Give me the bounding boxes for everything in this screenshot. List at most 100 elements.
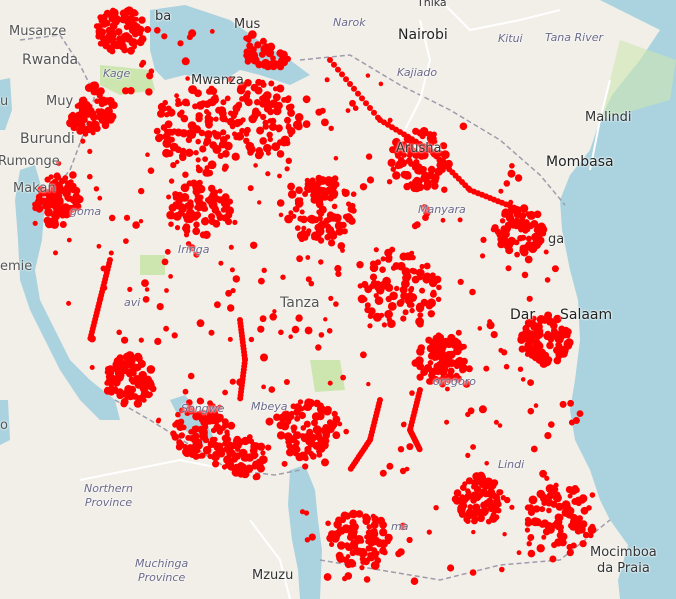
survey-point [182, 443, 188, 450]
survey-point [296, 255, 303, 263]
survey-point [115, 28, 123, 36]
survey-point [328, 295, 334, 301]
survey-point [362, 557, 370, 566]
survey-point [323, 317, 328, 322]
survey-point [284, 214, 293, 224]
survey-point [310, 192, 317, 199]
survey-point [297, 215, 304, 222]
survey-point [164, 248, 171, 255]
survey-point [276, 199, 285, 207]
survey-point [379, 266, 386, 274]
survey-point [280, 421, 290, 431]
survey-point [127, 87, 135, 95]
survey-point [372, 528, 378, 534]
survey-point [281, 412, 290, 421]
survey-point [336, 554, 345, 563]
survey-point [220, 99, 227, 106]
survey-point [488, 487, 494, 493]
survey-point [199, 409, 207, 417]
survey-point [193, 221, 200, 228]
survey-point [290, 424, 298, 432]
survey-point [347, 524, 354, 531]
survey-point [362, 296, 368, 303]
survey-point [340, 511, 349, 520]
survey-point [267, 60, 277, 69]
survey-point [429, 290, 437, 298]
survey-point [211, 129, 217, 135]
survey-point [258, 150, 264, 157]
survey-point [35, 193, 43, 201]
survey-point [128, 385, 137, 394]
label-kigoma: goma [70, 205, 102, 218]
survey-point [332, 415, 341, 424]
label-kagera: Kage [103, 67, 131, 80]
label-narok: Narok [333, 16, 366, 29]
survey-point [192, 227, 201, 236]
label-thika: Thika [417, 0, 447, 9]
survey-point [171, 332, 178, 339]
survey-point [232, 104, 241, 113]
survey-point [329, 541, 335, 548]
survey-point [532, 505, 541, 513]
survey-point [276, 49, 285, 58]
survey-point [457, 217, 463, 223]
survey-point [364, 285, 373, 294]
survey-point [294, 199, 304, 208]
survey-point [546, 525, 555, 534]
survey-point [436, 284, 442, 291]
survey-point [379, 528, 388, 537]
survey-point [235, 132, 244, 141]
survey-point [496, 232, 502, 238]
survey-point [497, 423, 503, 428]
survey-point [471, 484, 477, 490]
survey-point [351, 528, 358, 535]
survey-point [450, 341, 455, 346]
survey-point [295, 186, 303, 194]
survey-point [431, 176, 439, 185]
survey-point [503, 363, 510, 370]
survey-point [329, 183, 337, 192]
survey-point [97, 40, 104, 47]
survey-point [532, 330, 541, 339]
survey-point [498, 236, 506, 244]
survey-point [53, 198, 61, 207]
survey-point [386, 254, 393, 261]
survey-point [528, 352, 536, 359]
survey-point [518, 338, 524, 344]
survey-point [333, 520, 342, 529]
survey-point [314, 432, 323, 441]
survey-point [248, 30, 257, 39]
survey-point [467, 504, 474, 510]
survey-point [319, 107, 326, 114]
survey-point [379, 469, 387, 477]
survey-point [462, 380, 471, 388]
survey-point [55, 160, 62, 167]
survey-point [43, 216, 51, 225]
survey-point [276, 84, 285, 93]
survey-point [175, 411, 181, 418]
survey-point [571, 485, 579, 492]
survey-point [65, 209, 72, 216]
survey-point [505, 265, 512, 272]
survey-point [229, 123, 236, 130]
survey-point [98, 116, 106, 124]
survey-point [110, 101, 118, 109]
survey-point [300, 229, 306, 236]
survey-point [138, 394, 146, 402]
survey-point [250, 241, 258, 249]
survey-point [354, 547, 360, 553]
survey-point [126, 359, 132, 365]
survey-point [117, 360, 127, 369]
survey-point [379, 521, 387, 529]
survey-point [227, 336, 233, 342]
survey-point [350, 191, 357, 197]
survey-point [438, 360, 445, 367]
survey-point [208, 329, 215, 336]
survey-point [445, 386, 450, 392]
survey-point [265, 171, 271, 177]
survey-point [329, 230, 337, 237]
survey-point [539, 469, 547, 478]
survey-point [120, 14, 127, 21]
survey-point [519, 204, 529, 213]
